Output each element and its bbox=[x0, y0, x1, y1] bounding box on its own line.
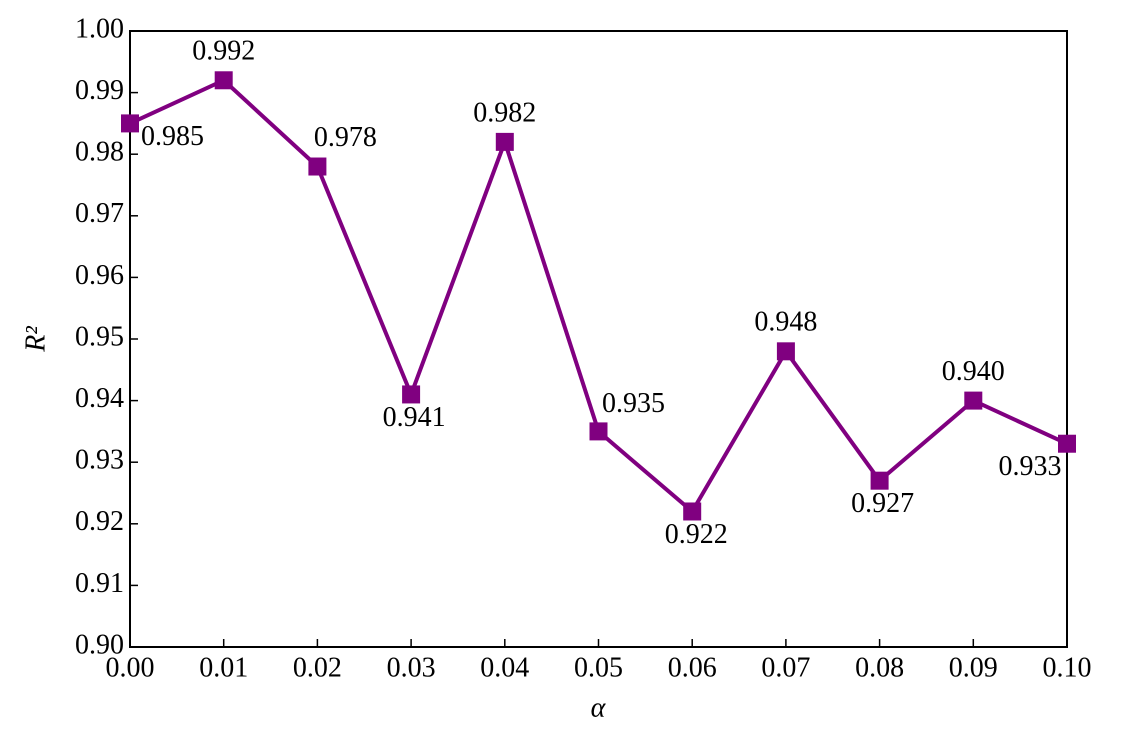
data-point bbox=[495, 132, 514, 151]
data-point bbox=[402, 385, 421, 404]
x-tick-label: 0.00 bbox=[106, 652, 155, 683]
data-label: 0.992 bbox=[192, 36, 255, 67]
y-tick-label: 0.93 bbox=[75, 445, 124, 476]
x-tick-label: 0.05 bbox=[574, 652, 623, 683]
y-tick-label: 0.99 bbox=[75, 75, 124, 106]
data-point bbox=[870, 471, 889, 490]
data-line bbox=[129, 78, 1068, 514]
y-axis-label: R² bbox=[20, 326, 51, 353]
data-point bbox=[308, 157, 327, 176]
y-tick-label: 0.94 bbox=[75, 383, 124, 414]
data-point bbox=[964, 391, 983, 410]
y-tick-label: 0.96 bbox=[75, 260, 124, 291]
data-label: 0.985 bbox=[141, 121, 204, 152]
x-tick-label: 0.01 bbox=[199, 652, 248, 683]
x-tick-label: 0.07 bbox=[761, 652, 810, 683]
x-tick-label: 0.06 bbox=[668, 652, 717, 683]
y-tick-label: 1.00 bbox=[75, 13, 124, 44]
x-tick-label: 0.04 bbox=[480, 652, 529, 683]
data-point bbox=[1058, 434, 1076, 453]
data-point bbox=[589, 422, 608, 441]
x-axis-label: α bbox=[591, 692, 607, 723]
data-label: 0.982 bbox=[473, 97, 536, 128]
data-label: 0.927 bbox=[851, 488, 914, 519]
y-tick-label: 0.91 bbox=[75, 568, 124, 599]
data-label: 0.978 bbox=[314, 122, 377, 153]
x-tick-label: 0.03 bbox=[387, 652, 436, 683]
y-tick-label: 0.95 bbox=[75, 321, 124, 352]
x-tick-label: 0.02 bbox=[293, 652, 342, 683]
data-label: 0.940 bbox=[942, 356, 1005, 387]
data-point bbox=[683, 502, 702, 521]
x-tick-label: 0.08 bbox=[855, 652, 904, 683]
data-label: 0.922 bbox=[665, 519, 728, 550]
y-tick-label: 0.90 bbox=[75, 629, 124, 660]
y-tick-label: 0.92 bbox=[75, 506, 124, 537]
x-tick-label: 0.10 bbox=[1043, 652, 1092, 683]
y-tick-label: 0.97 bbox=[75, 198, 124, 229]
data-point bbox=[776, 342, 795, 361]
data-label: 0.941 bbox=[383, 402, 446, 433]
data-point bbox=[121, 114, 139, 133]
data-label: 0.935 bbox=[602, 388, 665, 419]
x-tick-label: 0.09 bbox=[949, 652, 998, 683]
data-label: 0.948 bbox=[754, 307, 817, 338]
data-point bbox=[214, 71, 233, 90]
y-tick-label: 0.98 bbox=[75, 137, 124, 168]
data-label: 0.933 bbox=[999, 451, 1062, 482]
